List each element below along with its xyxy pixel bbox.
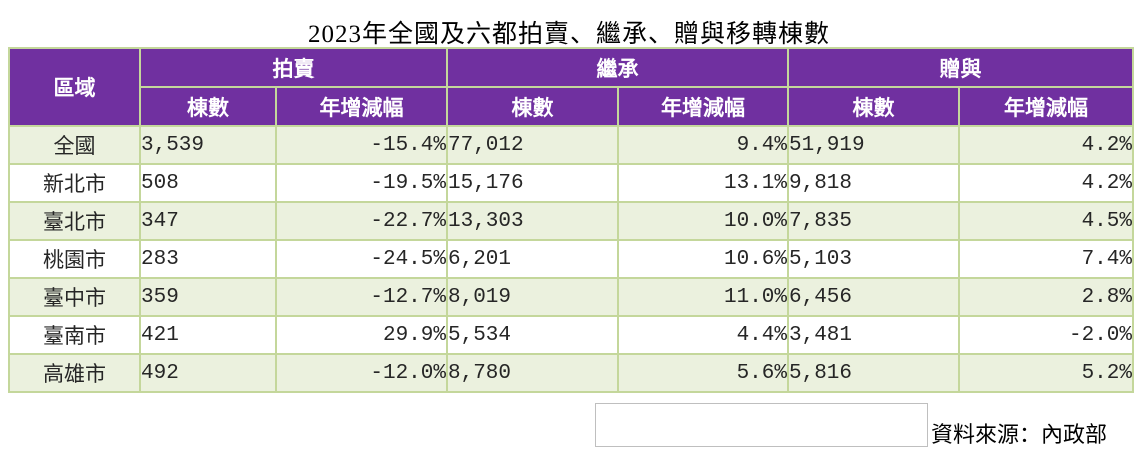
cell-gift-count: 9,818 xyxy=(787,163,960,203)
cell-inheritance-yoy: 13.1% xyxy=(617,163,789,203)
cell-gift-yoy: 7.4% xyxy=(958,239,1134,279)
cell-inheritance-count: 8,780 xyxy=(446,353,619,393)
cell-auction-yoy: -12.0% xyxy=(275,353,448,393)
header-region: 區域 xyxy=(8,47,141,127)
cell-auction-yoy: -15.4% xyxy=(275,125,448,165)
cell-auction-yoy: -24.5% xyxy=(275,239,448,279)
cell-gift-count: 5,103 xyxy=(787,239,960,279)
cell-inheritance-count: 15,176 xyxy=(446,163,619,203)
region-label: 全國 xyxy=(8,125,141,165)
table-row-newtaipei: 新北市 508 -19.5% 15,176 13.1% 9,818 4.2% xyxy=(8,163,1134,203)
cell-inheritance-count: 13,303 xyxy=(446,201,619,241)
header-inheritance-yoy: 年增減幅 xyxy=(617,86,789,127)
cell-auction-count: 3,539 xyxy=(139,125,277,165)
cell-inheritance-yoy: 4.4% xyxy=(617,315,789,355)
page-title: 2023年全國及六都拍賣、繼承、贈與移轉棟數 xyxy=(307,21,830,48)
cell-inheritance-yoy: 5.6% xyxy=(617,353,789,393)
header-row-groups: 區域 拍賣 繼承 贈與 xyxy=(8,47,1134,127)
cell-gift-yoy: 2.8% xyxy=(958,277,1134,317)
cell-auction-count: 508 xyxy=(139,163,277,203)
cell-auction-count: 421 xyxy=(139,315,277,355)
cell-gift-yoy: 4.5% xyxy=(958,201,1134,241)
header-gift-count: 棟數 xyxy=(787,86,960,127)
cell-auction-count: 359 xyxy=(139,277,277,317)
source-note: 資料來源：內政部 xyxy=(931,422,1108,447)
cell-gift-count: 3,481 xyxy=(787,315,960,355)
cell-auction-count: 347 xyxy=(139,201,277,241)
cell-gift-count: 7,835 xyxy=(787,201,960,241)
cell-inheritance-yoy: 11.0% xyxy=(617,277,789,317)
header-group-auction: 拍賣 xyxy=(139,47,448,88)
cell-inheritance-count: 5,534 xyxy=(446,315,619,355)
table-row-kaohsiung: 高雄市 492 -12.0% 8,780 5.6% 5,816 5.2% xyxy=(8,353,1134,393)
region-label: 高雄市 xyxy=(8,353,141,393)
region-label: 臺南市 xyxy=(8,315,141,355)
table-row-taichung: 臺中市 359 -12.7% 8,019 11.0% 6,456 2.8% xyxy=(8,277,1134,317)
cell-inheritance-yoy: 9.4% xyxy=(617,125,789,165)
cell-gift-count: 5,816 xyxy=(787,353,960,393)
cell-auction-yoy: -22.7% xyxy=(275,201,448,241)
region-label: 臺中市 xyxy=(8,277,141,317)
empty-text-box[interactable] xyxy=(595,403,928,447)
header-group-inheritance: 繼承 xyxy=(446,47,789,88)
cell-inheritance-count: 6,201 xyxy=(446,239,619,279)
region-label: 新北市 xyxy=(8,163,141,203)
cell-inheritance-count: 77,012 xyxy=(446,125,619,165)
header-auction-yoy: 年增減幅 xyxy=(275,86,448,127)
transfer-table: 區域 拍賣 繼承 贈與 棟數 年增減幅 棟數 年增減幅 棟數 年增減幅 全國 3… xyxy=(8,47,1134,393)
cell-gift-yoy: -2.0% xyxy=(958,315,1134,355)
header-gift-yoy: 年增減幅 xyxy=(958,86,1134,127)
cell-auction-yoy: 29.9% xyxy=(275,315,448,355)
cell-gift-yoy: 5.2% xyxy=(958,353,1134,393)
cell-gift-yoy: 4.2% xyxy=(958,163,1134,203)
header-row-subheaders: 棟數 年增減幅 棟數 年增減幅 棟數 年增減幅 xyxy=(9,86,1134,127)
cell-gift-count: 51,919 xyxy=(787,125,960,165)
cell-auction-count: 492 xyxy=(139,353,277,393)
region-label: 臺北市 xyxy=(8,201,141,241)
header-auction-count: 棟數 xyxy=(139,86,277,127)
region-label: 桃園市 xyxy=(8,239,141,279)
cell-inheritance-count: 8,019 xyxy=(446,277,619,317)
cell-gift-yoy: 4.2% xyxy=(958,125,1134,165)
table-row-taipei: 臺北市 347 -22.7% 13,303 10.0% 7,835 4.5% xyxy=(8,201,1134,241)
cell-gift-count: 6,456 xyxy=(787,277,960,317)
table-row-tainan: 臺南市 421 29.9% 5,534 4.4% 3,481 -2.0% xyxy=(8,315,1134,355)
cell-inheritance-yoy: 10.6% xyxy=(617,239,789,279)
table-row-national: 全國 3,539 -15.4% 77,012 9.4% 51,919 4.2% xyxy=(8,125,1134,165)
header-inheritance-count: 棟數 xyxy=(446,86,619,127)
cell-auction-count: 283 xyxy=(139,239,277,279)
cell-auction-yoy: -19.5% xyxy=(275,163,448,203)
cell-inheritance-yoy: 10.0% xyxy=(617,201,789,241)
cell-auction-yoy: -12.7% xyxy=(275,277,448,317)
header-group-gift: 贈與 xyxy=(787,47,1134,88)
table-row-taoyuan: 桃園市 283 -24.5% 6,201 10.6% 5,103 7.4% xyxy=(8,239,1134,279)
